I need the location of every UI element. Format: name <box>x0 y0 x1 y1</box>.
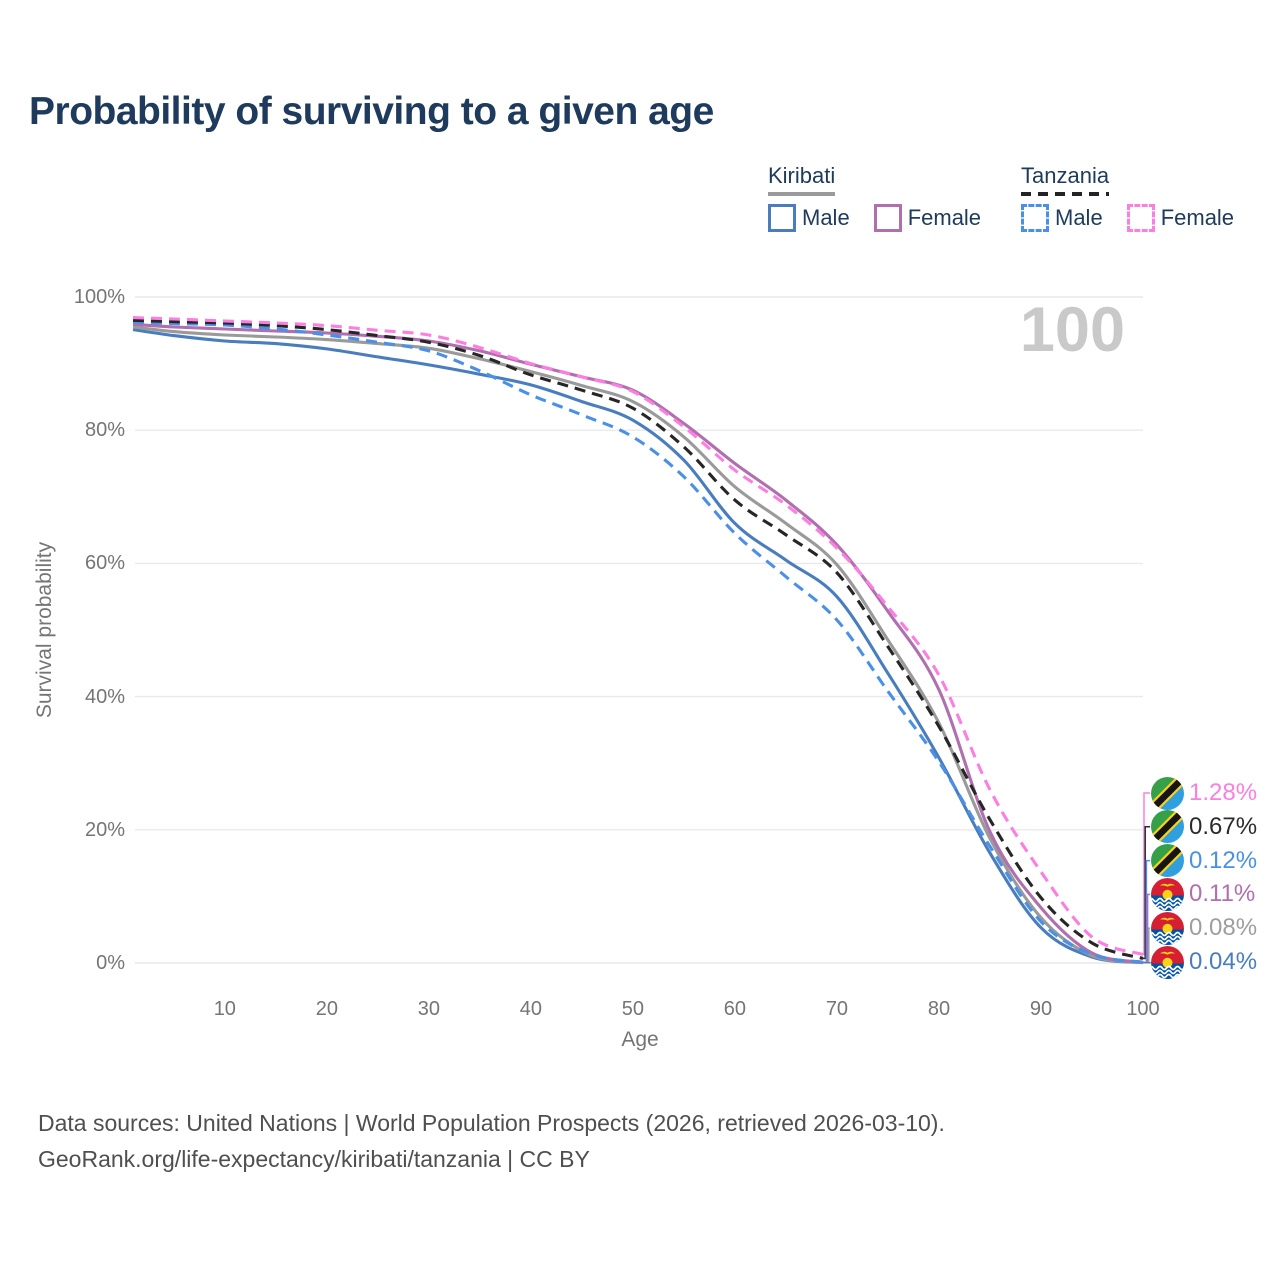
tanzania-flag-icon <box>1151 776 1184 810</box>
end-label-kiribati-male: 0.04% <box>1151 945 1257 979</box>
y-tick-label: 40% <box>84 685 125 708</box>
x-axis-title: Age <box>621 1028 659 1051</box>
x-tick-label: 100 <box>1126 998 1160 1020</box>
series-line-kiribati-male[interactable] <box>132 328 1144 965</box>
footer-attribution: GeoRank.org/life-expectancy/kiribati/tan… <box>38 1146 590 1172</box>
page-title: Probability of surviving to a given age <box>29 90 714 133</box>
end-label-value: 0.67% <box>1189 812 1258 840</box>
end-label-connector-tanzania-female <box>1143 792 1150 956</box>
series-line-tanzania-male[interactable] <box>132 320 1144 964</box>
legend-country-label: Tanzania <box>1021 163 1110 188</box>
legend-swatch[interactable] <box>1126 204 1155 232</box>
y-tick-label: 0% <box>96 952 125 974</box>
kiribati-flag-icon <box>1151 877 1184 911</box>
x-tick-label: 20 <box>315 998 338 1020</box>
kiribati-flag-icon <box>1151 945 1184 979</box>
end-label-value: 0.04% <box>1189 948 1258 975</box>
legend-swatch[interactable] <box>768 204 796 232</box>
legend-country-label: Kiribati <box>768 163 836 188</box>
x-tick-label: 80 <box>927 998 951 1020</box>
end-label-value: 0.12% <box>1189 846 1258 874</box>
end-label-value: 0.08% <box>1189 914 1258 942</box>
x-tick-label: 10 <box>213 998 236 1020</box>
end-label-tanzania-female: 1.28% <box>1151 776 1257 810</box>
x-tick-label: 40 <box>519 998 542 1020</box>
footer-data-sources: Data sources: United Nations | World Pop… <box>38 1110 945 1136</box>
series-line-kiribati-both[interactable] <box>132 325 1144 965</box>
series-line-tanzania-both[interactable] <box>132 318 1144 960</box>
y-tick-label: 20% <box>84 818 125 841</box>
end-label-connector-tanzania-both <box>1143 826 1150 960</box>
legend-swatch[interactable] <box>1021 204 1049 232</box>
legend-line-style-sample <box>1021 192 1110 196</box>
x-tick-label: 60 <box>723 998 747 1020</box>
legend-item-label: Male <box>1055 205 1103 230</box>
tanzania-flag-icon <box>1151 844 1184 878</box>
legend-group-kiribati: Kiribati Male Female <box>768 163 981 232</box>
end-label-kiribati-both: 0.08% <box>1151 911 1257 945</box>
end-label-tanzania-both: 0.67% <box>1151 810 1257 844</box>
legend-item-label: Male <box>802 205 850 230</box>
series-line-tanzania-female[interactable] <box>132 316 1144 956</box>
x-tick-label: 90 <box>1029 998 1053 1020</box>
x-tick-label: 30 <box>417 998 440 1020</box>
end-label-kiribati-female: 0.11% <box>1151 877 1255 911</box>
end-label-connector-kiribati-male <box>1143 961 1151 964</box>
hovered-age-watermark: 100 <box>1019 295 1125 365</box>
x-tick-label: 50 <box>621 998 645 1020</box>
legend-item-tanzania-female[interactable]: Female <box>1126 204 1235 232</box>
end-label-value: 0.11% <box>1189 880 1256 908</box>
legend-country-tanzania: Tanzania <box>1021 163 1110 196</box>
legend-item-kiribati-male[interactable]: Male <box>768 204 850 232</box>
end-label-tanzania-male: 0.12% <box>1151 844 1257 878</box>
x-tick-label: 70 <box>825 998 849 1020</box>
legend-item-label: Female <box>907 205 982 230</box>
y-tick-label: 80% <box>84 419 125 442</box>
legend-group-tanzania: Tanzania Male Female <box>1021 163 1234 232</box>
y-tick-label: 100% <box>73 286 125 308</box>
legend-line-style-sample <box>768 192 836 196</box>
y-tick-label: 60% <box>84 552 125 575</box>
legend-swatch[interactable] <box>873 204 902 232</box>
kiribati-flag-icon <box>1151 911 1184 945</box>
legend-item-tanzania-male[interactable]: Male <box>1021 204 1103 232</box>
series-line-kiribati-female[interactable] <box>132 322 1144 964</box>
legend-item-label: Female <box>1160 205 1235 230</box>
end-label-value: 1.28% <box>1189 779 1258 806</box>
tanzania-flag-icon <box>1151 810 1184 844</box>
legend-item-kiribati-female[interactable]: Female <box>873 204 982 232</box>
legend-country-kiribati: Kiribati <box>768 163 836 196</box>
